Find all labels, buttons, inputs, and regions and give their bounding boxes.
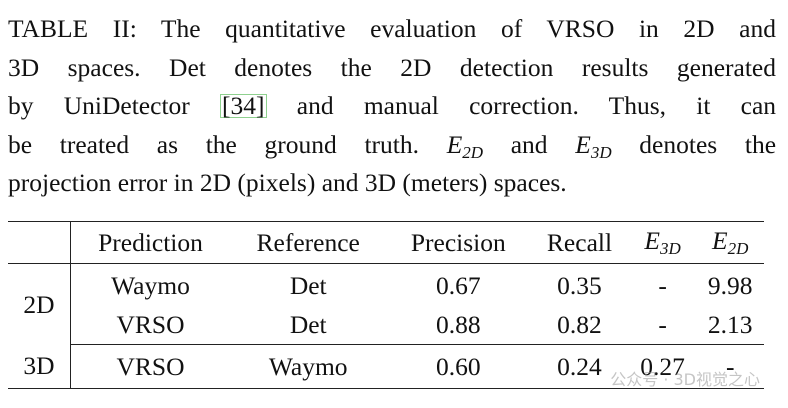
table-caption: TABLE II: The quantitative evaluation of… [8, 10, 776, 203]
table-row: 2D Waymo Det 0.67 0.35 - 9.98 [8, 263, 764, 345]
cell-prediction: VRSO [70, 344, 230, 389]
table-header-row: Prediction Reference Precision Recall E3… [8, 221, 764, 264]
group-label-2d: 2D [8, 263, 71, 345]
caption-text: by UniDetector [8, 91, 190, 120]
cell-prediction: VRSO [70, 306, 230, 345]
cell-reference: Det [289, 271, 327, 300]
caption-line: projection error in 2D (pixels) and 3D (… [8, 168, 567, 197]
caption-line: 3D spaces. Det denotes the 2D detection … [8, 52, 776, 82]
caption-text: and manual correction. Thus, it can [296, 91, 777, 120]
e3d-symbol: E3D [575, 129, 612, 162]
watermark: 公众号 · 3D视觉之心 [610, 370, 760, 389]
header-prediction: Prediction [70, 221, 230, 264]
group-label-3d: 3D [8, 344, 71, 389]
header-precision: Precision [386, 221, 531, 264]
caption-text: denotes the [639, 129, 777, 159]
caption-text: and [510, 129, 548, 159]
cell-e2d: 9.98 [707, 271, 753, 300]
cell-e2d: - [696, 344, 764, 389]
cell-reference: Det [229, 306, 387, 345]
results-table: Prediction Reference Precision Recall E3… [8, 221, 764, 389]
table-row: 3D VRSO Waymo 0.60 0.24 0.27 - [8, 344, 764, 389]
header-recall: Recall [530, 221, 629, 264]
cell-e3d: 0.27 [628, 344, 697, 389]
header-e3d: E3D [628, 221, 697, 264]
cell-recall: 0.24 [530, 344, 629, 389]
e2d-symbol: E2D [446, 129, 484, 162]
cell-prediction: Waymo [111, 271, 190, 300]
header-reference: Reference [229, 221, 387, 264]
caption-line: be treated as the ground truth. E2D and … [8, 126, 776, 165]
header-e2d: E2D [696, 221, 764, 264]
table-row: VRSO Det 0.88 0.82 - 2.13 [8, 306, 764, 345]
cell-e3d: - [628, 306, 697, 345]
caption-line: by UniDetector [34] and manual correctio… [8, 87, 776, 126]
citation-link[interactable]: [34] [220, 91, 267, 120]
cell-e3d: - [658, 271, 667, 300]
cell-reference: Waymo [229, 344, 387, 389]
cell-precision: 0.60 [386, 344, 531, 389]
caption-text: be treated as the ground truth. [8, 129, 419, 159]
caption-line: TABLE II: The quantitative evaluation of… [8, 14, 776, 43]
cell-recall: 0.82 [530, 306, 629, 345]
cell-e2d: 2.13 [696, 306, 764, 345]
cell-recall: 0.35 [557, 271, 602, 300]
cell-precision: 0.88 [386, 306, 531, 345]
header-group-cell [8, 221, 71, 264]
cell-precision: 0.67 [436, 271, 481, 300]
